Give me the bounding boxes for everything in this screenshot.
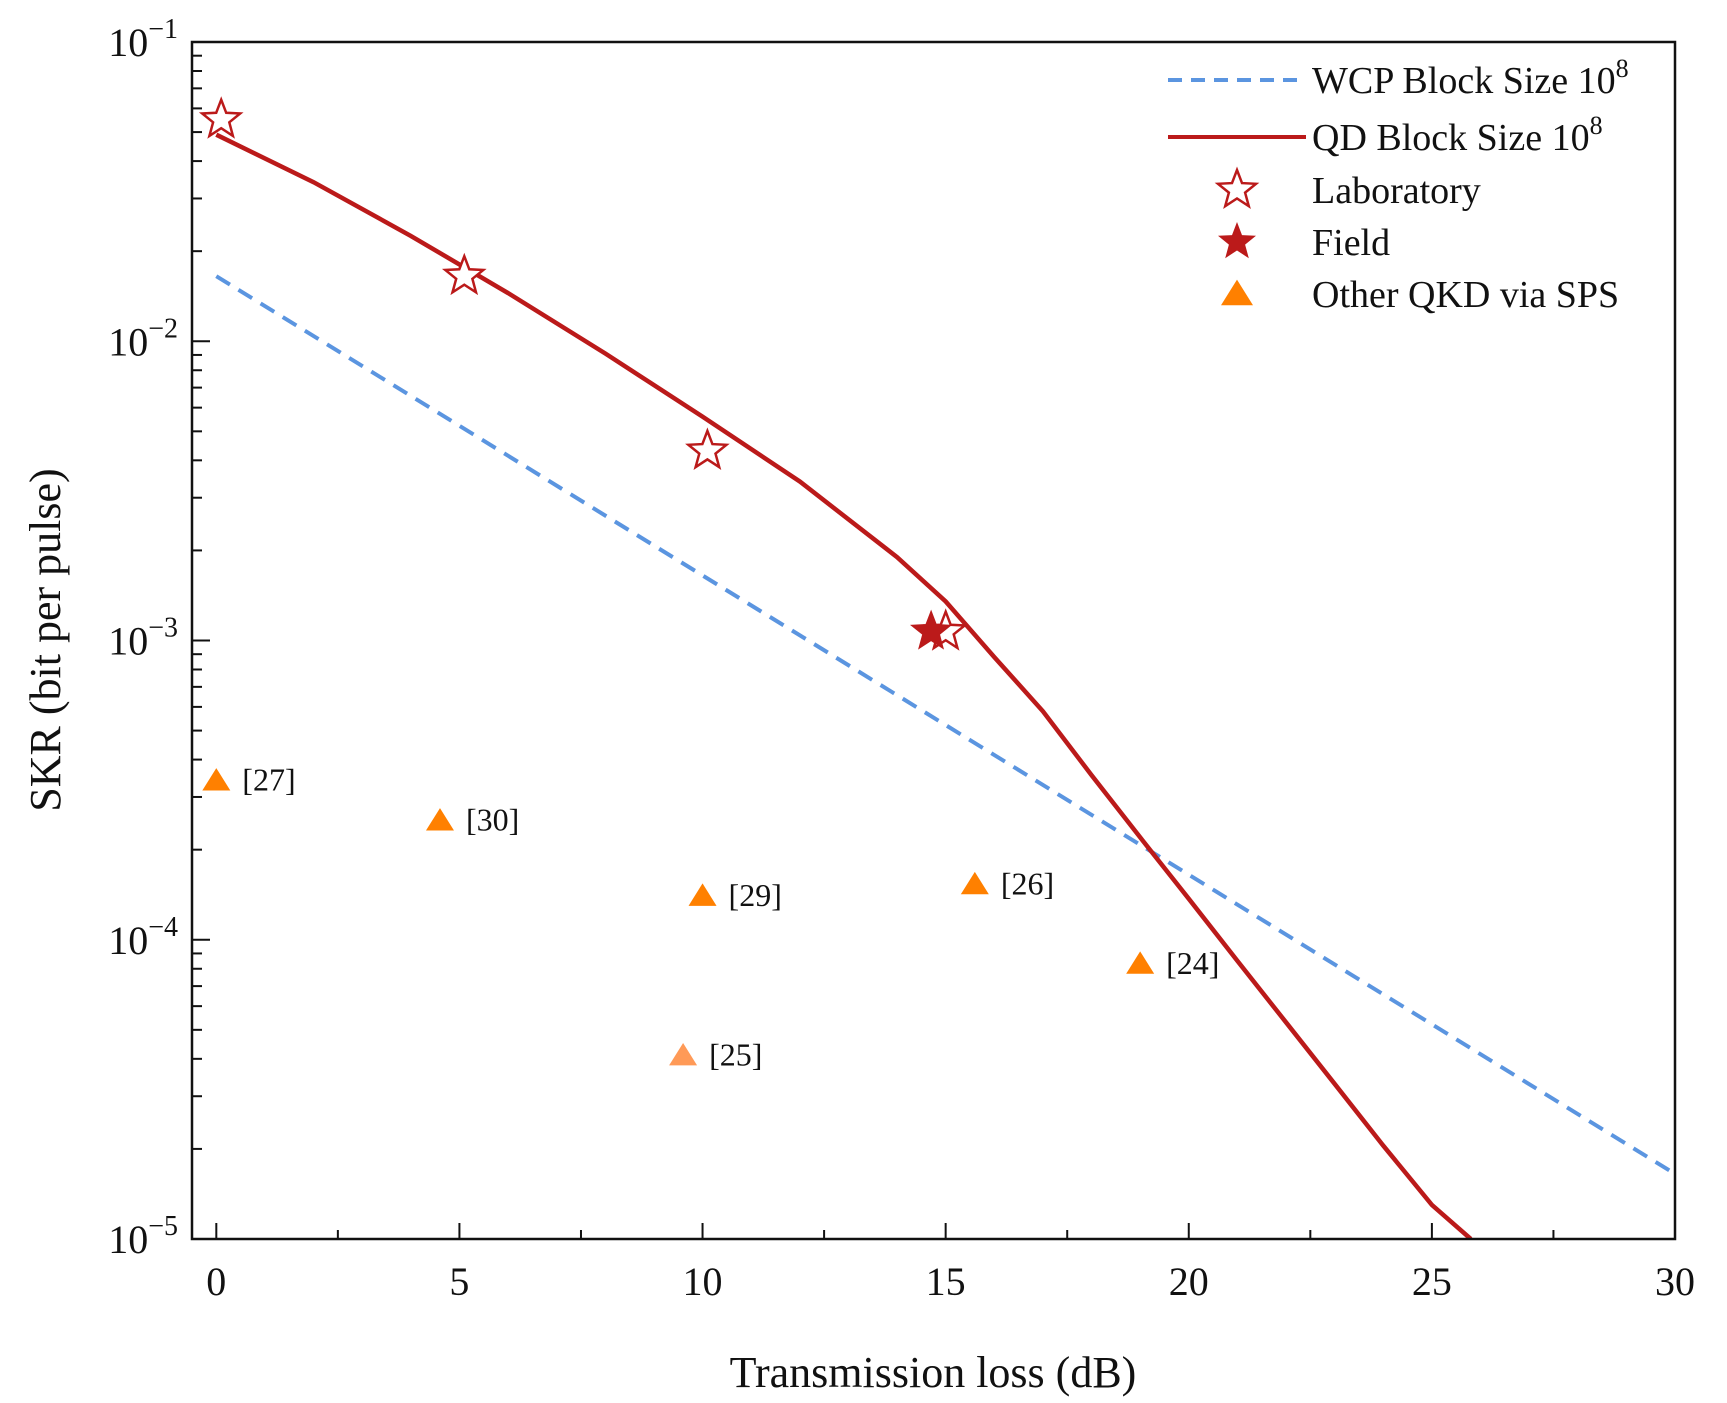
y-tick-label: 10−3 [108,613,178,664]
sps-point [688,883,717,906]
y-tick-label: 10−2 [108,313,178,364]
sps-point-label: [24] [1166,945,1219,981]
legend: WCP Block Size 108 QD Block Size 108 Labor… [1168,54,1629,316]
qd-series-line [215,132,1473,1239]
x-tick-label: 30 [1655,1259,1695,1304]
sps-point-label: [29] [729,877,782,913]
sps-point-label: [30] [466,802,519,838]
laboratory-point [198,96,244,139]
y-tick-label: 10−1 [108,14,178,65]
legend-label: WCP Block Size 108 [1312,54,1629,102]
field-point [909,609,953,650]
legend-swatch [1221,279,1253,306]
sps-point [1126,951,1155,974]
legend-label: Field [1312,222,1390,264]
x-tick-label: 25 [1412,1259,1452,1304]
laboratory-point [441,252,487,296]
sps-point [202,768,231,791]
legend-label: QD Block Size 108 [1312,111,1603,159]
y-tick-label: 10−5 [108,1211,178,1262]
x-tick-label: 0 [206,1259,226,1304]
sps-point-label: [25] [709,1037,762,1073]
legend-label: Other QKD via SPS [1312,274,1619,316]
legend-swatch [1218,222,1256,259]
laboratory-point [685,427,730,470]
x-tick-label: 5 [449,1259,469,1304]
wcp-series-line [215,274,1675,1176]
sps-point-label: [26] [1001,865,1054,901]
legend-label: Laboratory [1312,170,1481,212]
legend-swatch [1214,166,1260,210]
sps-point-label: [27] [242,762,295,798]
y-tick-label: 10−4 [108,912,178,963]
x-tick-label: 20 [1169,1259,1209,1304]
x-tick-label: 15 [926,1259,966,1304]
sps-point [960,871,989,895]
x-tick-label: 10 [683,1259,723,1304]
sps-point [425,808,454,831]
x-axis-title: Transmission loss (dB) [730,1348,1137,1397]
y-axis-title: SKR (bit per pulse) [21,468,70,811]
sps-point [669,1043,698,1066]
